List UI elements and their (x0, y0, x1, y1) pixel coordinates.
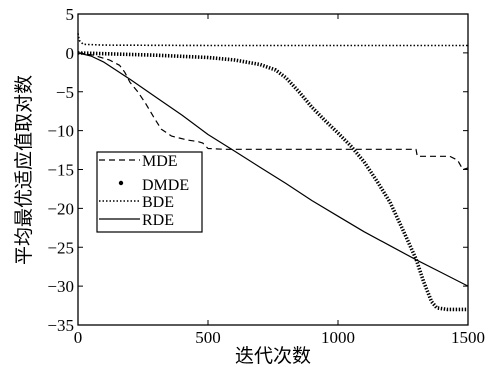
legend-label-rde: RDE (142, 212, 174, 229)
series-bde-line (78, 33, 468, 45)
x-tick-label: 0 (74, 328, 83, 347)
y-axis-label: 平均最优适应值取对数 (13, 75, 35, 265)
x-tick-label: 500 (195, 328, 221, 347)
y-tick-label: −10 (47, 122, 74, 141)
legend-label-mde: MDE (142, 153, 178, 170)
y-tick-label: 5 (66, 5, 75, 24)
legend-label-bde: BDE (142, 194, 174, 211)
y-tick-label: −30 (47, 277, 74, 296)
y-tick-label: −35 (47, 316, 74, 335)
legend-label-dmde: DMDE (142, 177, 189, 194)
y-tick-label: −20 (47, 199, 74, 218)
y-tick-label: −25 (47, 238, 74, 257)
x-axis-label: 迭代次数 (235, 345, 311, 367)
y-tick-label: −5 (56, 83, 74, 102)
legend-sample-dmde (119, 181, 123, 185)
y-tick-label: 0 (66, 44, 75, 63)
x-tick-label: 1000 (321, 328, 355, 347)
y-tick-label: −15 (47, 161, 74, 180)
x-tick-label: 1500 (451, 328, 485, 347)
legend: MDE DMDE BDE RDE (97, 152, 202, 232)
